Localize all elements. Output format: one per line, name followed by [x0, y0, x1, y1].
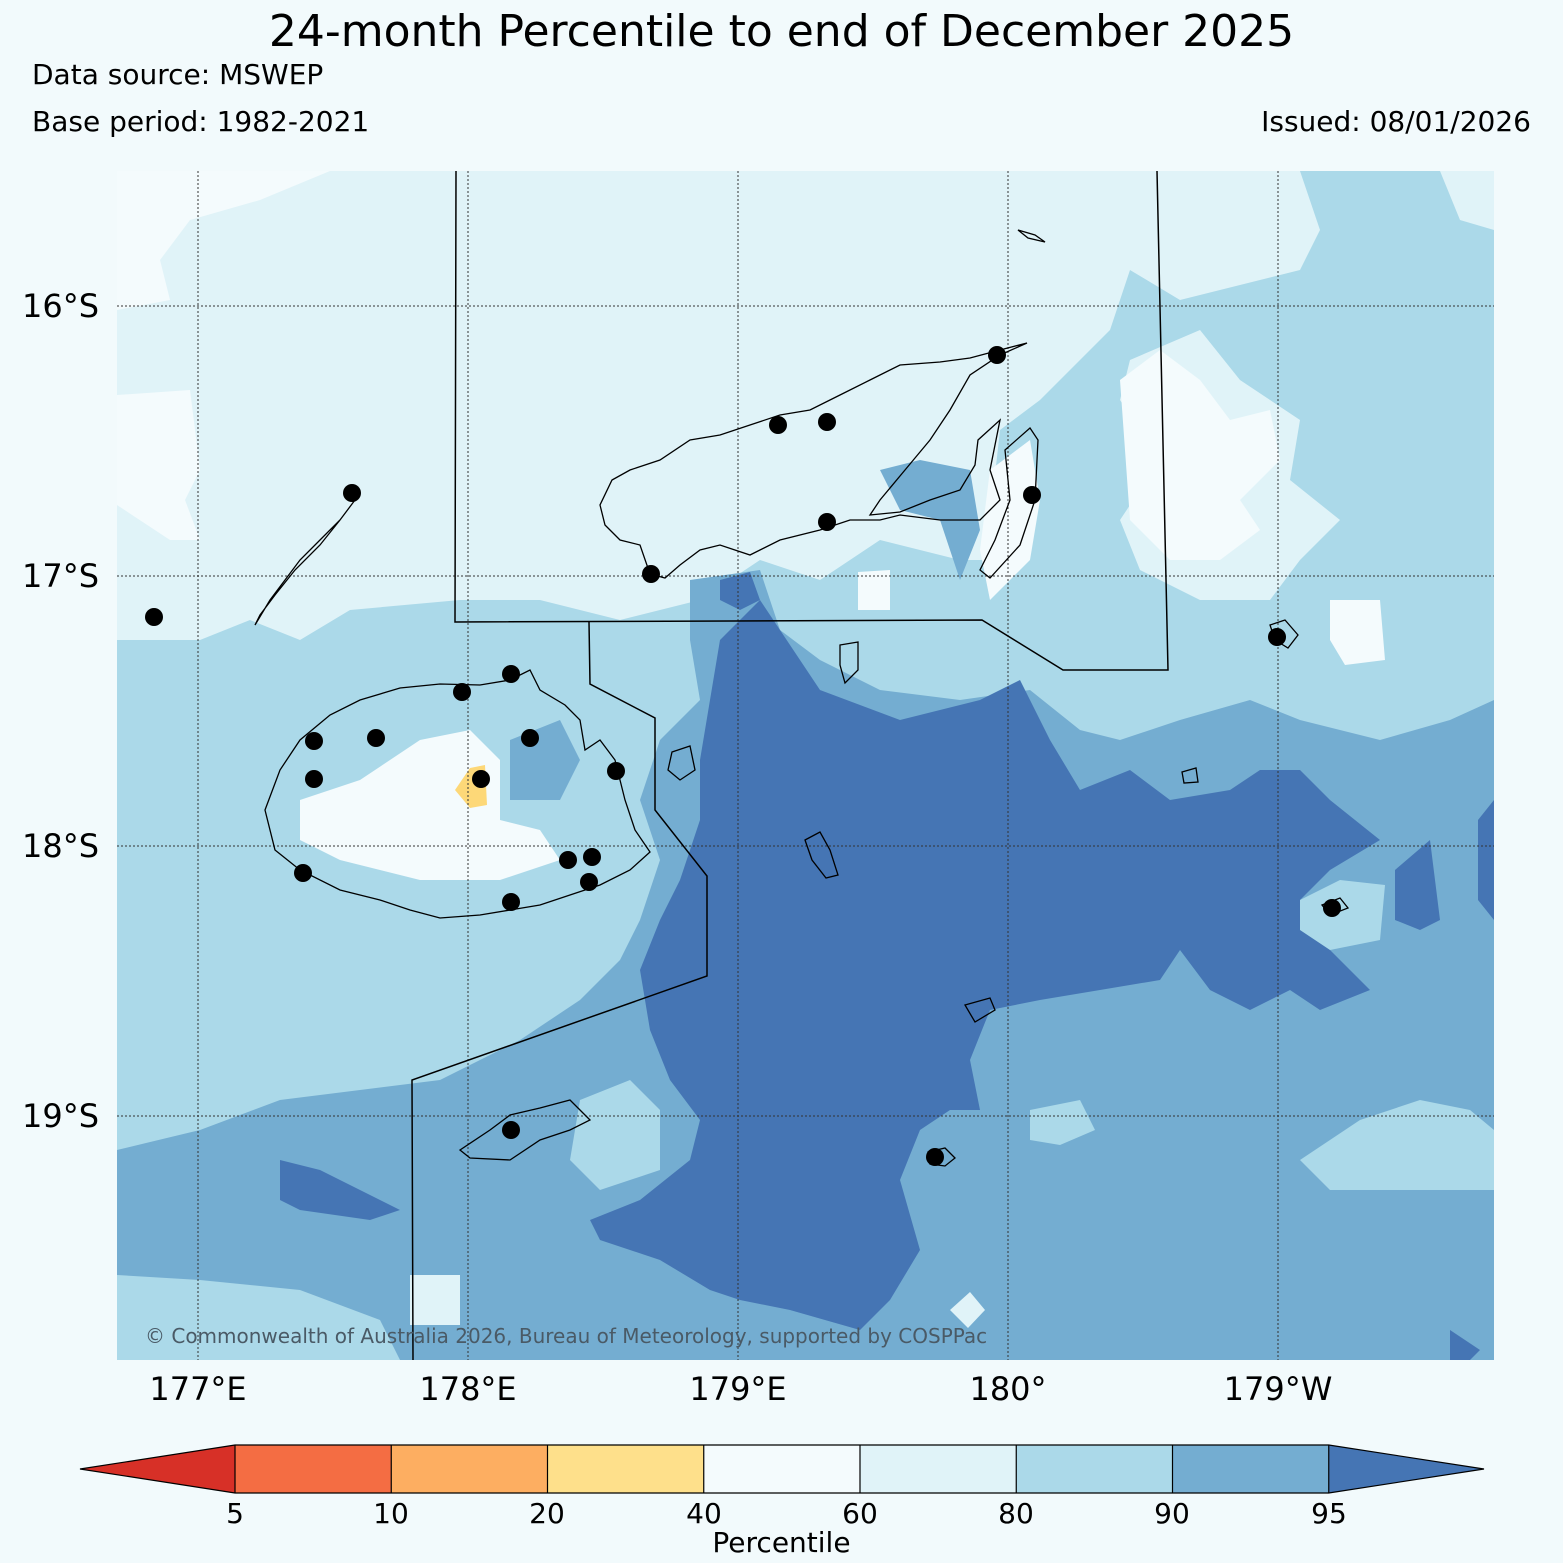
region-60-80-sw — [410, 1275, 460, 1325]
colorbar-swatch-above-95 — [1328, 1445, 1484, 1493]
region-40-60-east — [1120, 350, 1280, 560]
region-60-80-north — [117, 171, 1320, 640]
region-95-plus-north — [720, 572, 760, 610]
colorbar-swatch-below-5 — [80, 1445, 235, 1493]
colorbar-tick-40: 40 — [686, 1497, 722, 1530]
colorbar-tick-80: 80 — [998, 1497, 1034, 1530]
colorbar-swatch-20-40 — [547, 1445, 704, 1493]
colorbar — [79, 1444, 1485, 1494]
lon-label-180: 180° — [969, 1370, 1047, 1408]
lon-label-179w: 179°W — [1223, 1370, 1333, 1408]
lat-label-18s: 18°S — [22, 827, 100, 865]
region-60-80-corner — [1440, 171, 1494, 230]
region-40-60-vitilevu — [300, 730, 560, 880]
region-40-60-se — [1330, 600, 1385, 665]
region-60-80-s — [950, 1292, 985, 1328]
region-80-90-sw — [117, 1275, 400, 1360]
colorbar-swatch-40-60 — [703, 1445, 860, 1493]
base-period: Base period: 1982-2021 — [32, 105, 370, 138]
colorbar-swatch-80-90 — [1016, 1445, 1173, 1493]
region-90-95-vanua — [880, 460, 980, 580]
colorbar-title: Percentile — [712, 1526, 851, 1559]
region-40-60-center — [858, 570, 890, 610]
region-80-90-south — [570, 1080, 660, 1190]
colorbar-tick-95: 95 — [1311, 1497, 1347, 1530]
region-40-60-west — [117, 171, 330, 310]
percentile-map[interactable] — [117, 171, 1494, 1360]
lon-label-179e: 179°E — [689, 1370, 787, 1408]
region-95-plus — [590, 600, 1380, 1330]
graticule — [117, 171, 1494, 1360]
lat-label-16s: 16°S — [22, 287, 100, 325]
region-80-90-ring — [1300, 880, 1385, 950]
region-95-plus-e — [1395, 840, 1440, 930]
region-95-plus-corner — [1450, 1330, 1480, 1360]
colorbar-tick-10: 10 — [373, 1497, 409, 1530]
boundary-lines — [411, 171, 1169, 1360]
colorbar-tick-5: 5 — [226, 1497, 244, 1530]
lat-label-19s: 19°S — [22, 1097, 100, 1135]
colorbar-swatch-90-95 — [1172, 1445, 1329, 1493]
colorbar-tick-60: 60 — [842, 1497, 878, 1530]
region-95-plus-sw — [280, 1160, 400, 1220]
data-source: Data source: MSWEP — [32, 58, 324, 91]
colorbar-tick-90: 90 — [1154, 1497, 1190, 1530]
copyright-notice: © Commonwealth of Australia 2026, Bureau… — [145, 1324, 988, 1348]
region-40-60-nw2 — [117, 390, 200, 540]
region-80-90-mid — [1030, 1100, 1095, 1145]
map-title: 24-month Percentile to end of December 2… — [268, 6, 1295, 57]
issued-date: Issued: 08/01/2026 — [1261, 105, 1531, 138]
lat-label-17s: 17°S — [22, 557, 100, 595]
region-40-60-island — [980, 440, 1040, 600]
colorbar-tick-20: 20 — [529, 1497, 565, 1530]
region-95-plus-far-e — [1478, 800, 1494, 920]
coastlines — [254, 229, 1350, 1167]
lon-label-178e: 178°E — [419, 1370, 517, 1408]
colorbar-swatch-10-20 — [391, 1445, 548, 1493]
colorbar-swatch-60-80 — [860, 1445, 1017, 1493]
colorbar-swatch-5-10 — [235, 1445, 392, 1493]
station-markers — [145, 346, 1341, 1166]
lon-label-177e: 177°E — [149, 1370, 247, 1408]
region-80-90-se — [1300, 1100, 1494, 1190]
